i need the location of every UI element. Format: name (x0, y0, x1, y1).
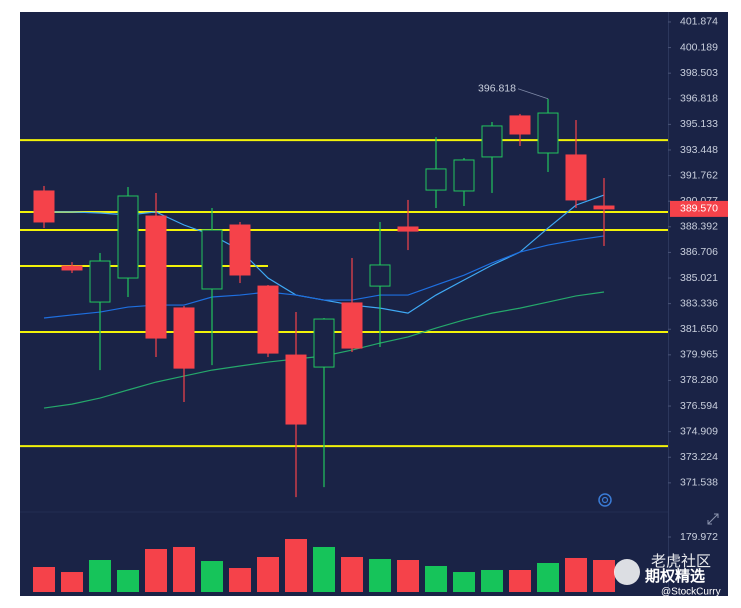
candle-body (425, 168, 447, 191)
candle-body (229, 224, 251, 276)
volume-bar (341, 557, 363, 592)
last-price-label: 389.570 (680, 203, 718, 215)
candle-body (117, 195, 139, 279)
candle-body (285, 354, 307, 425)
volume-bar (145, 549, 167, 592)
volume-bar (369, 558, 391, 592)
y-tick-label: 381.650 (680, 323, 718, 335)
watermark-icon (614, 559, 640, 585)
y-tick-label: 373.224 (680, 451, 718, 463)
y-tick-label: 401.874 (680, 16, 718, 28)
annotation-label: 396.818 (478, 83, 516, 95)
volume-bar (201, 561, 223, 592)
volume-bar (33, 567, 55, 592)
logo-icon (598, 493, 612, 507)
y-tick-label: 396.818 (680, 93, 718, 105)
volume-bar (61, 572, 83, 592)
watermark-text: @StockCurry (661, 587, 721, 598)
volume-bar (257, 557, 279, 592)
candle-body (33, 190, 55, 223)
watermark-text: 期权精选 (645, 567, 705, 585)
candle-body (341, 302, 363, 349)
candle-body (509, 115, 531, 135)
last-price-box (670, 200, 728, 217)
y-tick-label: 398.503 (680, 67, 718, 79)
candle-body (173, 307, 195, 369)
moving-average (43, 235, 605, 319)
candle-body (397, 226, 419, 232)
candle-body (145, 215, 167, 339)
candle-body (89, 260, 111, 303)
y-tick-label: 385.021 (680, 272, 718, 284)
candle-body (257, 285, 279, 354)
y-tick-label: 386.706 (680, 246, 718, 258)
volume-bar (593, 560, 615, 592)
y-tick-label: 383.336 (680, 297, 718, 309)
y-tick-label: 379.965 (680, 349, 718, 361)
y-tick-label: 371.538 (680, 477, 718, 489)
y-tick-label: 378.280 (680, 374, 718, 386)
expand-icon[interactable] (707, 513, 719, 525)
chart-background (20, 12, 728, 596)
volume-bar (285, 539, 307, 592)
volume-bar (509, 569, 531, 592)
volume-bar (173, 546, 195, 592)
candle-body (537, 112, 559, 154)
candle-body (481, 125, 503, 158)
volume-bar (313, 546, 335, 592)
logo-icon (601, 496, 609, 504)
y-tick-label: 376.594 (680, 400, 718, 412)
y-tick-label: 393.448 (680, 144, 718, 156)
y-tick-label: 388.392 (680, 221, 718, 233)
volume-bar (89, 560, 111, 592)
volume-bar (565, 557, 587, 592)
volume-tick-label: 179.972 (680, 531, 718, 543)
candle-body (201, 229, 223, 290)
volume-bar (397, 560, 419, 592)
volume-bar (481, 569, 503, 592)
y-tick-label: 400.189 (680, 41, 718, 53)
volume-bar (117, 569, 139, 592)
candle-body (369, 264, 391, 287)
y-tick-label: 395.133 (680, 118, 718, 130)
candle-body (313, 318, 335, 368)
watermark: 老虎社区 期权精选 @StockCurry (614, 553, 721, 598)
candle-body (61, 265, 83, 271)
watermark-text: 老虎社区 (651, 553, 711, 570)
candle-body (593, 205, 615, 210)
y-tick-label: 391.762 (680, 169, 718, 181)
volume-bar (537, 562, 559, 592)
volume-bar (453, 572, 475, 592)
candle-body (453, 159, 475, 192)
volume-bar (425, 565, 447, 592)
y-tick-label: 374.909 (680, 425, 718, 437)
volume-bar (229, 568, 251, 592)
annotation-leader (517, 88, 549, 100)
candle-body (565, 154, 587, 201)
